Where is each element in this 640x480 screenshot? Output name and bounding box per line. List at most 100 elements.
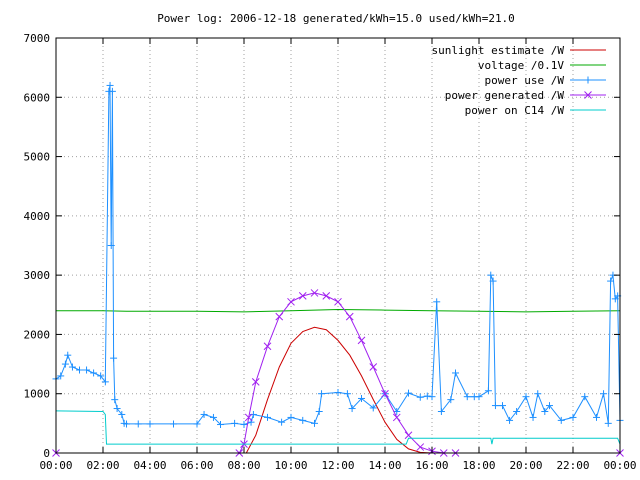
- series-2-point: [90, 369, 98, 377]
- series-3-point: [287, 297, 295, 306]
- series-2-point: [76, 366, 83, 374]
- series-2-point: [231, 419, 239, 427]
- series-2-point: [428, 393, 436, 401]
- series-2-point: [348, 405, 356, 413]
- series-2-point: [513, 408, 521, 415]
- series-2-point: [97, 372, 105, 380]
- series-2-point: [200, 410, 208, 418]
- x-tick-label: 12:00: [321, 459, 354, 472]
- series-3-group: [52, 289, 624, 457]
- series-3-point: [392, 413, 401, 422]
- series-2-point: [604, 419, 612, 427]
- series-2-point: [315, 408, 323, 415]
- series-2-point: [299, 416, 307, 424]
- series-2-point: [240, 421, 248, 429]
- x-tick-label: 00:00: [39, 459, 72, 472]
- series-2-point: [101, 378, 109, 386]
- y-tick-label: 3000: [24, 269, 51, 282]
- series-2-point: [522, 393, 530, 401]
- series-2-point: [423, 392, 431, 400]
- x-tick-label: 14:00: [368, 459, 401, 472]
- y-tick-label: 5000: [24, 151, 51, 164]
- legend: sunlight estimate /W voltage /0.1V power u…: [432, 44, 606, 117]
- series-2-point: [106, 81, 114, 89]
- series-2-point: [463, 393, 471, 401]
- series-2-point: [146, 420, 154, 428]
- legend-label: sunlight estimate /W: [432, 44, 565, 57]
- series-2-point: [416, 393, 424, 401]
- x-tick-label: 06:00: [180, 459, 213, 472]
- series-2-point: [249, 410, 257, 418]
- series-3-point: [416, 443, 425, 451]
- series-1-group: [56, 308, 621, 313]
- y-tick-label: 4000: [24, 210, 51, 223]
- series-2-point: [113, 405, 121, 413]
- series-2-point: [491, 402, 499, 410]
- series-2-point: [607, 277, 615, 285]
- series-2-point: [452, 369, 459, 377]
- series-3-line: [56, 292, 620, 454]
- series-2-point: [541, 408, 549, 415]
- series-2-point: [193, 420, 201, 428]
- x-tick-label: 02:00: [86, 459, 119, 472]
- series-3-point: [369, 363, 378, 371]
- series-2-point: [278, 418, 286, 426]
- series-0-group: [245, 326, 433, 454]
- series-2-point: [64, 351, 72, 359]
- series-2-point: [499, 402, 506, 410]
- series-2-point: [489, 277, 497, 285]
- series-4-group: [55, 410, 621, 445]
- series-1-line: [56, 308, 621, 313]
- x-tick-label: 00:00: [603, 459, 636, 472]
- legend-label: power use /W: [485, 74, 565, 87]
- y-tick-label: 1000: [24, 388, 51, 401]
- series-2-point: [318, 390, 326, 398]
- x-tick-label: 16:00: [415, 459, 448, 472]
- x-tick-label: 20:00: [509, 459, 542, 472]
- y-tick-label: 0: [43, 447, 50, 460]
- series-2-group: [52, 81, 624, 429]
- series-2-point: [475, 393, 483, 401]
- series-2-point: [447, 396, 455, 404]
- legend-marker: [584, 76, 592, 84]
- series-2-point: [111, 396, 119, 404]
- series-2-point: [600, 390, 608, 398]
- series-3-point: [310, 289, 319, 297]
- y-tick-label: 7000: [24, 32, 51, 45]
- series-2-point: [217, 421, 224, 429]
- x-tick-label: 08:00: [227, 459, 260, 472]
- series-3-point: [251, 378, 260, 386]
- series-2-point: [311, 419, 318, 427]
- legend-label: voltage /0.1V: [478, 59, 564, 72]
- series-2-point: [61, 360, 69, 368]
- series-2-point: [264, 413, 271, 421]
- series-2-point: [369, 404, 377, 412]
- series-2-point: [593, 413, 600, 421]
- series-3-point: [322, 292, 331, 300]
- series-2-point: [134, 420, 142, 428]
- x-tick-label: 10:00: [274, 459, 307, 472]
- y-tick-label: 6000: [24, 91, 51, 104]
- series-2-point: [405, 389, 412, 397]
- x-tick-label: 04:00: [133, 459, 166, 472]
- series-3-point: [357, 336, 366, 345]
- series-3-point: [244, 413, 253, 422]
- series-2-point: [123, 420, 130, 428]
- chart-title: Power log: 2006-12-18 generated/kWh=15.0…: [157, 12, 515, 25]
- legend-marker: [584, 91, 592, 99]
- series-2-point: [83, 366, 91, 374]
- legend-label: power generated /W: [445, 89, 565, 102]
- series-3-point: [298, 292, 307, 300]
- series-3-point: [381, 389, 389, 398]
- series-2-point: [68, 363, 76, 371]
- legend-label: power on C14 /W: [465, 104, 565, 117]
- series-2-point: [209, 413, 217, 421]
- series-3-point: [345, 312, 354, 321]
- y-tick-label: 2000: [24, 328, 51, 341]
- series-2-point: [569, 413, 577, 421]
- series-2-point: [581, 393, 589, 401]
- series-2-point: [506, 416, 514, 424]
- x-tick-label: 18:00: [462, 459, 495, 472]
- series-2-point: [107, 242, 115, 249]
